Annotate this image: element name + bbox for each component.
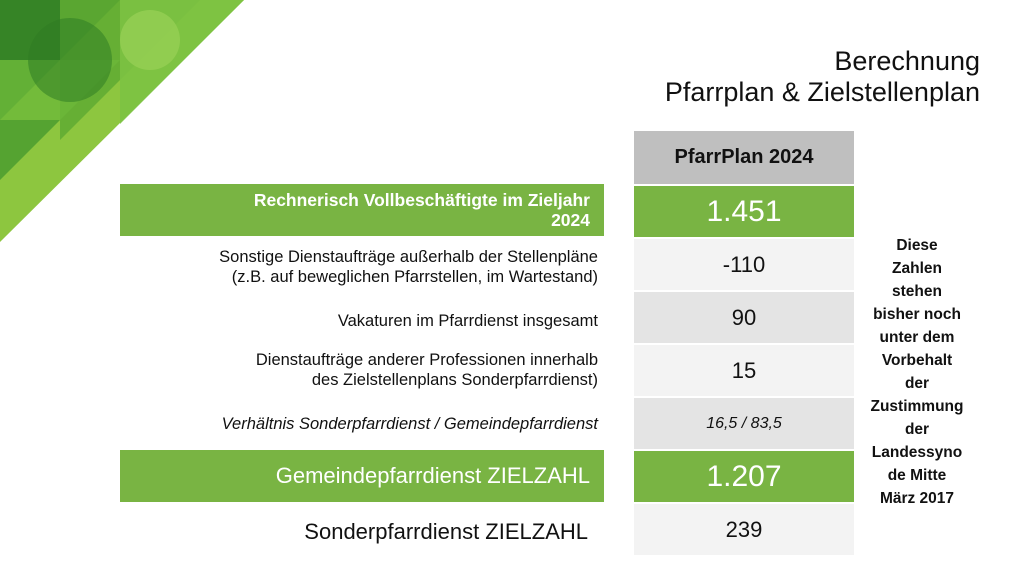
- note-line: der: [904, 375, 930, 392]
- value-gemeindepfarrdienst-zielzahl: 1.207: [634, 449, 854, 502]
- value-vakaturen: 90: [634, 290, 854, 343]
- label-line: Vakaturen im Pfarrdienst insgesamt: [337, 312, 598, 330]
- label-andere-professionen: Dienstaufträge anderer Professionen inne…: [256, 350, 598, 390]
- note-line: Diese: [896, 237, 938, 254]
- note-line: der: [904, 421, 930, 438]
- label-verhaeltnis: Verhältnis Sonderpfarrdienst / Gemeindep…: [222, 414, 598, 434]
- label-line: Dienstaufträge anderer Professionen inne…: [255, 351, 598, 369]
- label-vakaturen: Vakaturen im Pfarrdienst insgesamt: [338, 311, 598, 331]
- value-sonstige-dienstauftraege: -110: [634, 237, 854, 290]
- note-line: de Mitte: [887, 467, 947, 484]
- label-line: Gemeindepfarrdienst ZIELZAHL: [275, 463, 590, 488]
- value-verhaeltnis: 16,5 / 83,5: [634, 396, 854, 449]
- value-andere-professionen: 15: [634, 343, 854, 396]
- vorbehalt-note: Diese Zahlen stehen bisher noch unter de…: [858, 234, 976, 510]
- label-line: (z.B. auf beweglichen Pfarrstellen, im W…: [231, 268, 598, 286]
- note-line: stehen: [892, 283, 942, 300]
- label-vollbeschaeftigte: Rechnerisch Vollbeschäftigte im Zieljahr…: [120, 184, 604, 236]
- label-gemeindepfarrdienst-zielzahl: Gemeindepfarrdienst ZIELZAHL: [120, 450, 604, 502]
- note-line: Landessyno: [871, 444, 963, 461]
- label-line: Rechnerisch Vollbeschäftigte im Zieljahr: [253, 190, 590, 210]
- label-line: Sonderpfarrdienst ZIELZAHL: [304, 519, 588, 544]
- label-line: des Zielstellenplans Sonderpfarrdienst): [311, 371, 598, 389]
- slide-title-line-1: Berechnung: [834, 46, 980, 76]
- value-vollbeschaeftigte: 1.451: [634, 184, 854, 237]
- note-line: Zustimmung: [870, 398, 964, 415]
- label-line: Verhältnis Sonderpfarrdienst / Gemeindep…: [221, 415, 598, 433]
- decorative-corner-graphic: [0, 0, 244, 242]
- note-line: März 2017: [879, 490, 955, 507]
- note-line: unter dem: [879, 329, 955, 346]
- column-header-pfarrplan-2024: PfarrPlan 2024: [634, 131, 854, 184]
- slide-title: Berechnung Pfarrplan & Zielstellenplan: [665, 46, 980, 108]
- note-line: bisher noch: [873, 306, 961, 323]
- note-line: Zahlen: [892, 260, 942, 277]
- label-line: 2024: [551, 210, 590, 230]
- note-line: Vorbehalt: [881, 352, 953, 369]
- value-sonderpfarrdienst-zielzahl: 239: [634, 502, 854, 555]
- label-line: Sonstige Dienstaufträge außerhalb der St…: [219, 248, 598, 266]
- label-sonderpfarrdienst-zielzahl: Sonderpfarrdienst ZIELZAHL: [304, 519, 588, 545]
- slide-title-line-2: Pfarrplan & Zielstellenplan: [664, 77, 980, 107]
- label-sonstige-dienstauftraege: Sonstige Dienstaufträge außerhalb der St…: [219, 247, 598, 287]
